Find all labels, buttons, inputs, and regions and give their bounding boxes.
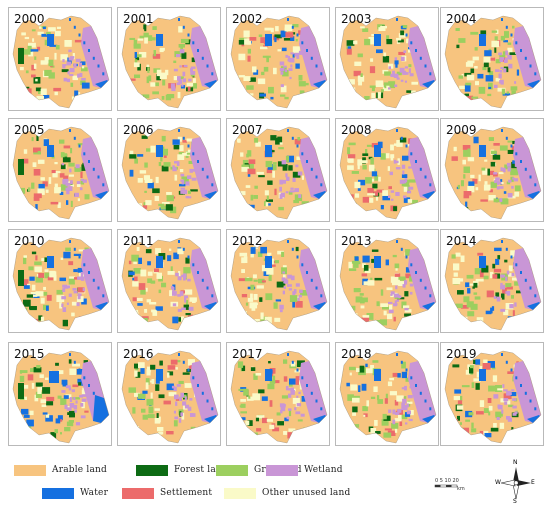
compass-north: N bbox=[513, 459, 518, 466]
legend-label-arable-land: Arable land bbox=[52, 465, 107, 475]
panel-year-label: 2016 bbox=[123, 347, 154, 361]
panel-year-label: 2001 bbox=[123, 12, 154, 26]
legend-swatch-water bbox=[42, 487, 74, 499]
land-use-map bbox=[121, 350, 219, 444]
land-use-map bbox=[339, 126, 437, 220]
land-use-map bbox=[230, 350, 328, 444]
panel-year-label: 2010 bbox=[14, 234, 45, 248]
panel-year-label: 2003 bbox=[341, 12, 372, 26]
land-use-map bbox=[339, 237, 437, 331]
map-panel-2006: 2006 bbox=[117, 118, 221, 222]
compass-east: E bbox=[531, 479, 535, 486]
legend-swatch-wetland bbox=[266, 464, 298, 476]
legend-label-settlement: Settlement bbox=[160, 488, 213, 498]
land-use-map bbox=[230, 237, 328, 331]
compass-icon bbox=[500, 467, 531, 500]
panel-year-label: 2014 bbox=[446, 234, 477, 248]
land-use-map bbox=[121, 126, 219, 220]
land-use-map bbox=[444, 350, 542, 444]
legend-item-wetland: Wetland bbox=[266, 463, 343, 477]
scale-bar-unit: km bbox=[457, 486, 465, 492]
legend-item-other-unused-land: Other unused land bbox=[224, 486, 350, 500]
map-panel-2012: 2012 bbox=[226, 229, 330, 333]
legend-swatch-settlement bbox=[122, 487, 154, 499]
map-panel-2017: 2017 bbox=[226, 342, 330, 446]
map-panel-2005: 2005 bbox=[8, 118, 112, 222]
compass-west: W bbox=[495, 479, 501, 486]
panel-year-label: 2002 bbox=[232, 12, 263, 26]
legend-swatch-grassland bbox=[216, 464, 248, 476]
scale-bar: 0 5 10 20 km bbox=[432, 478, 472, 494]
legend-label-water: Water bbox=[80, 488, 109, 498]
map-panel-2004: 2004 bbox=[440, 7, 544, 111]
scale-bar-labels: 0 5 10 20 bbox=[435, 478, 459, 484]
land-use-map bbox=[121, 237, 219, 331]
legend-label-forest-land: Forest land bbox=[174, 465, 228, 475]
panel-year-label: 2015 bbox=[14, 347, 45, 361]
legend-item-forest-land: Forest land bbox=[136, 463, 228, 477]
legend-swatch-forest-land bbox=[136, 464, 168, 476]
land-use-map bbox=[12, 350, 110, 444]
legend-item-water: Water bbox=[42, 486, 108, 500]
map-panel-2016: 2016 bbox=[117, 342, 221, 446]
panel-year-label: 2017 bbox=[232, 347, 263, 361]
map-panel-2003: 2003 bbox=[335, 7, 439, 111]
map-grid: 2000 2001 bbox=[8, 7, 544, 446]
panel-year-label: 2013 bbox=[341, 234, 372, 248]
legend-item-settlement: Settlement bbox=[122, 486, 212, 500]
map-panel-2011: 2011 bbox=[117, 229, 221, 333]
panel-year-label: 2000 bbox=[14, 12, 45, 26]
map-legend: Arable land Forest land Grassland Wetlan… bbox=[14, 461, 444, 506]
panel-year-label: 2005 bbox=[14, 123, 45, 137]
land-use-map bbox=[12, 15, 110, 109]
panel-year-label: 2012 bbox=[232, 234, 263, 248]
legend-label-other-unused-land: Other unused land bbox=[262, 488, 351, 498]
legend-label-wetland: Wetland bbox=[304, 465, 343, 475]
legend-swatch-other-unused-land bbox=[224, 487, 256, 499]
legend-item-arable-land: Arable land bbox=[14, 463, 107, 477]
land-use-map bbox=[339, 350, 437, 444]
legend-swatch-arable-land bbox=[14, 464, 46, 476]
panel-year-label: 2011 bbox=[123, 234, 154, 248]
map-panel-2014: 2014 bbox=[440, 229, 544, 333]
land-use-map bbox=[444, 126, 542, 220]
land-use-map bbox=[121, 15, 219, 109]
land-use-map bbox=[444, 15, 542, 109]
compass-rose: N S W E bbox=[495, 459, 536, 505]
map-panel-2007: 2007 bbox=[226, 118, 330, 222]
map-panel-2013: 2013 bbox=[335, 229, 439, 333]
map-panel-2019: 2019 bbox=[440, 342, 544, 446]
land-use-map bbox=[339, 15, 437, 109]
land-use-map bbox=[12, 237, 110, 331]
panel-year-label: 2007 bbox=[232, 123, 263, 137]
map-panel-2001: 2001 bbox=[117, 7, 221, 111]
land-use-map bbox=[444, 237, 542, 331]
compass-south: S bbox=[513, 498, 517, 505]
land-use-map bbox=[230, 15, 328, 109]
panel-year-label: 2006 bbox=[123, 123, 154, 137]
panel-year-label: 2019 bbox=[446, 347, 477, 361]
land-use-map bbox=[12, 126, 110, 220]
map-panel-2010: 2010 bbox=[8, 229, 112, 333]
panel-year-label: 2018 bbox=[341, 347, 372, 361]
map-panel-2008: 2008 bbox=[335, 118, 439, 222]
map-panel-2009: 2009 bbox=[440, 118, 544, 222]
panel-year-label: 2009 bbox=[446, 123, 477, 137]
map-panel-2018: 2018 bbox=[335, 342, 439, 446]
land-use-map bbox=[230, 126, 328, 220]
panel-year-label: 2004 bbox=[446, 12, 477, 26]
map-panel-2015: 2015 bbox=[8, 342, 112, 446]
map-panel-2002: 2002 bbox=[226, 7, 330, 111]
map-panel-2000: 2000 bbox=[8, 7, 112, 111]
panel-year-label: 2008 bbox=[341, 123, 372, 137]
